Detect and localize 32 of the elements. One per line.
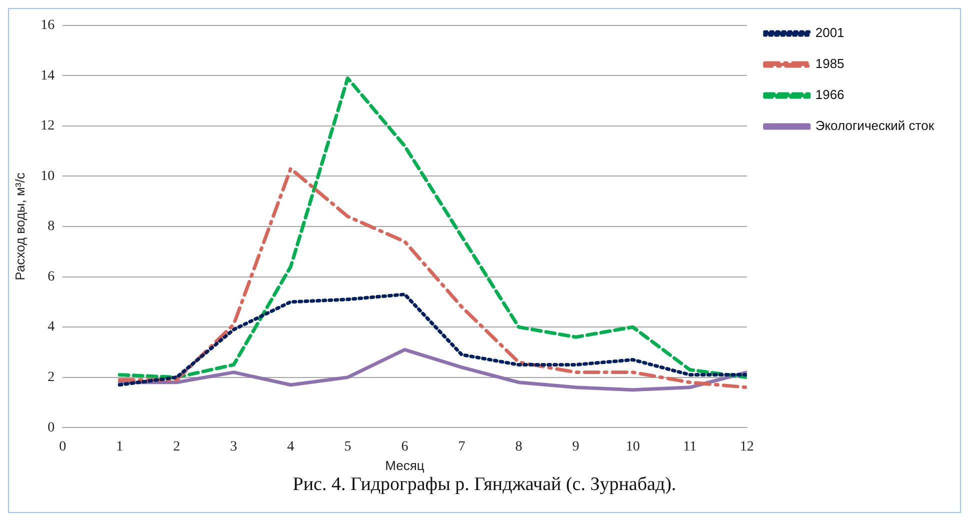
y-axis-title: Расход воды, м³/с — [12, 172, 28, 280]
y-tick-label: 14 — [40, 68, 55, 84]
x-tick-label: 0 — [59, 440, 66, 455]
x-tick-label: 8 — [515, 440, 522, 455]
x-tick-label: 10 — [626, 440, 640, 455]
x-tick-label: 11 — [683, 440, 697, 455]
x-tick-label: 7 — [458, 440, 466, 455]
legend-label: Экологический сток — [815, 118, 934, 134]
x-axis-title: Месяц — [385, 458, 425, 473]
legend-label: 1966 — [815, 87, 844, 102]
legend-label: 2001 — [815, 25, 844, 40]
y-tick-label: 4 — [48, 320, 55, 335]
x-tick-label: 1 — [116, 440, 124, 455]
line-series — [118, 292, 747, 387]
x-tick-label: 2 — [173, 440, 180, 455]
line-series — [118, 76, 747, 380]
text: Рис. 4. Гидрографы р. Гянджачай (с. Зурнабад). — [292, 474, 678, 496]
y-tick-label: 2 — [48, 370, 55, 385]
x-tick-label: 5 — [344, 440, 352, 455]
x-tick-label: 4 — [287, 440, 294, 455]
x-tick-label: 12 — [740, 440, 754, 455]
y-tick-label: 16 — [40, 18, 55, 34]
y-tick-label: 10 — [40, 168, 55, 184]
x-tick-label: 3 — [230, 440, 238, 455]
y-tick-label: 6 — [48, 269, 55, 284]
y-tick-label: 8 — [48, 219, 55, 234]
x-tick-label: 6 — [401, 440, 408, 455]
y-tick-label: 12 — [40, 118, 55, 134]
line-series — [118, 166, 747, 390]
x-tick-label: 9 — [572, 440, 580, 455]
y-tick-label: 0 — [48, 420, 55, 436]
legend-label: 1985 — [815, 56, 844, 72]
